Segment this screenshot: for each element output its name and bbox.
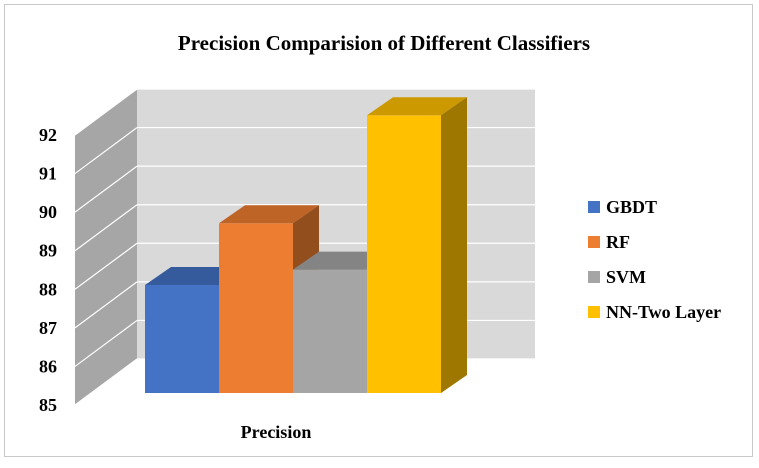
gridline-side xyxy=(74,204,138,252)
legend-swatch xyxy=(588,201,600,213)
bar-front xyxy=(293,269,367,393)
bar-front xyxy=(367,115,441,394)
y-axis-ticks: 85 86 87 88 89 90 91 92 xyxy=(39,125,57,415)
legend-swatch xyxy=(588,306,600,318)
y-tick-label: 91 xyxy=(39,164,57,184)
bar-top xyxy=(219,205,319,224)
legend-label: NN-Two Layer xyxy=(606,302,721,322)
bar-front xyxy=(145,285,219,393)
bar-side xyxy=(441,97,467,394)
legend-swatch xyxy=(588,236,600,248)
x-axis-categories: Precision xyxy=(241,422,312,442)
legend-swatch xyxy=(588,271,600,283)
bars xyxy=(145,97,467,394)
chart-svg: 85 86 87 88 89 90 91 92 GBDT RF SVM NN-Two Layer P… xyxy=(39,31,721,442)
y-tick-label: 85 xyxy=(39,395,57,415)
y-tick-label: 87 xyxy=(39,318,57,338)
legend-label: RF xyxy=(606,232,630,252)
gridline-side xyxy=(74,88,138,136)
bar-top xyxy=(367,97,467,116)
gridline-side xyxy=(74,319,138,367)
y-tick-label: 89 xyxy=(39,241,57,261)
bar-front xyxy=(219,223,293,393)
chart-frame: 85 86 87 88 89 90 91 92 GBDT RF SVM NN-Two Layer P… xyxy=(4,4,753,457)
gridline-side xyxy=(74,281,138,329)
y-tick-label: 90 xyxy=(39,202,57,222)
x-category-label: Precision xyxy=(241,422,312,442)
bar-nn-two-layer xyxy=(367,97,467,394)
gridline-side xyxy=(74,358,138,406)
legend-label: GBDT xyxy=(606,197,657,217)
gridline-side xyxy=(74,127,138,175)
legend: GBDT RF SVM NN-Two Layer xyxy=(588,197,721,322)
y-tick-label: 86 xyxy=(39,356,57,376)
y-tick-label: 88 xyxy=(39,279,57,299)
gridline-side xyxy=(74,242,138,290)
side-wall xyxy=(75,89,137,405)
legend-label: SVM xyxy=(606,267,646,287)
chart-title: Precision Comparision of Different Class… xyxy=(178,31,590,55)
gridline-side xyxy=(74,165,138,213)
y-tick-label: 92 xyxy=(39,125,57,145)
